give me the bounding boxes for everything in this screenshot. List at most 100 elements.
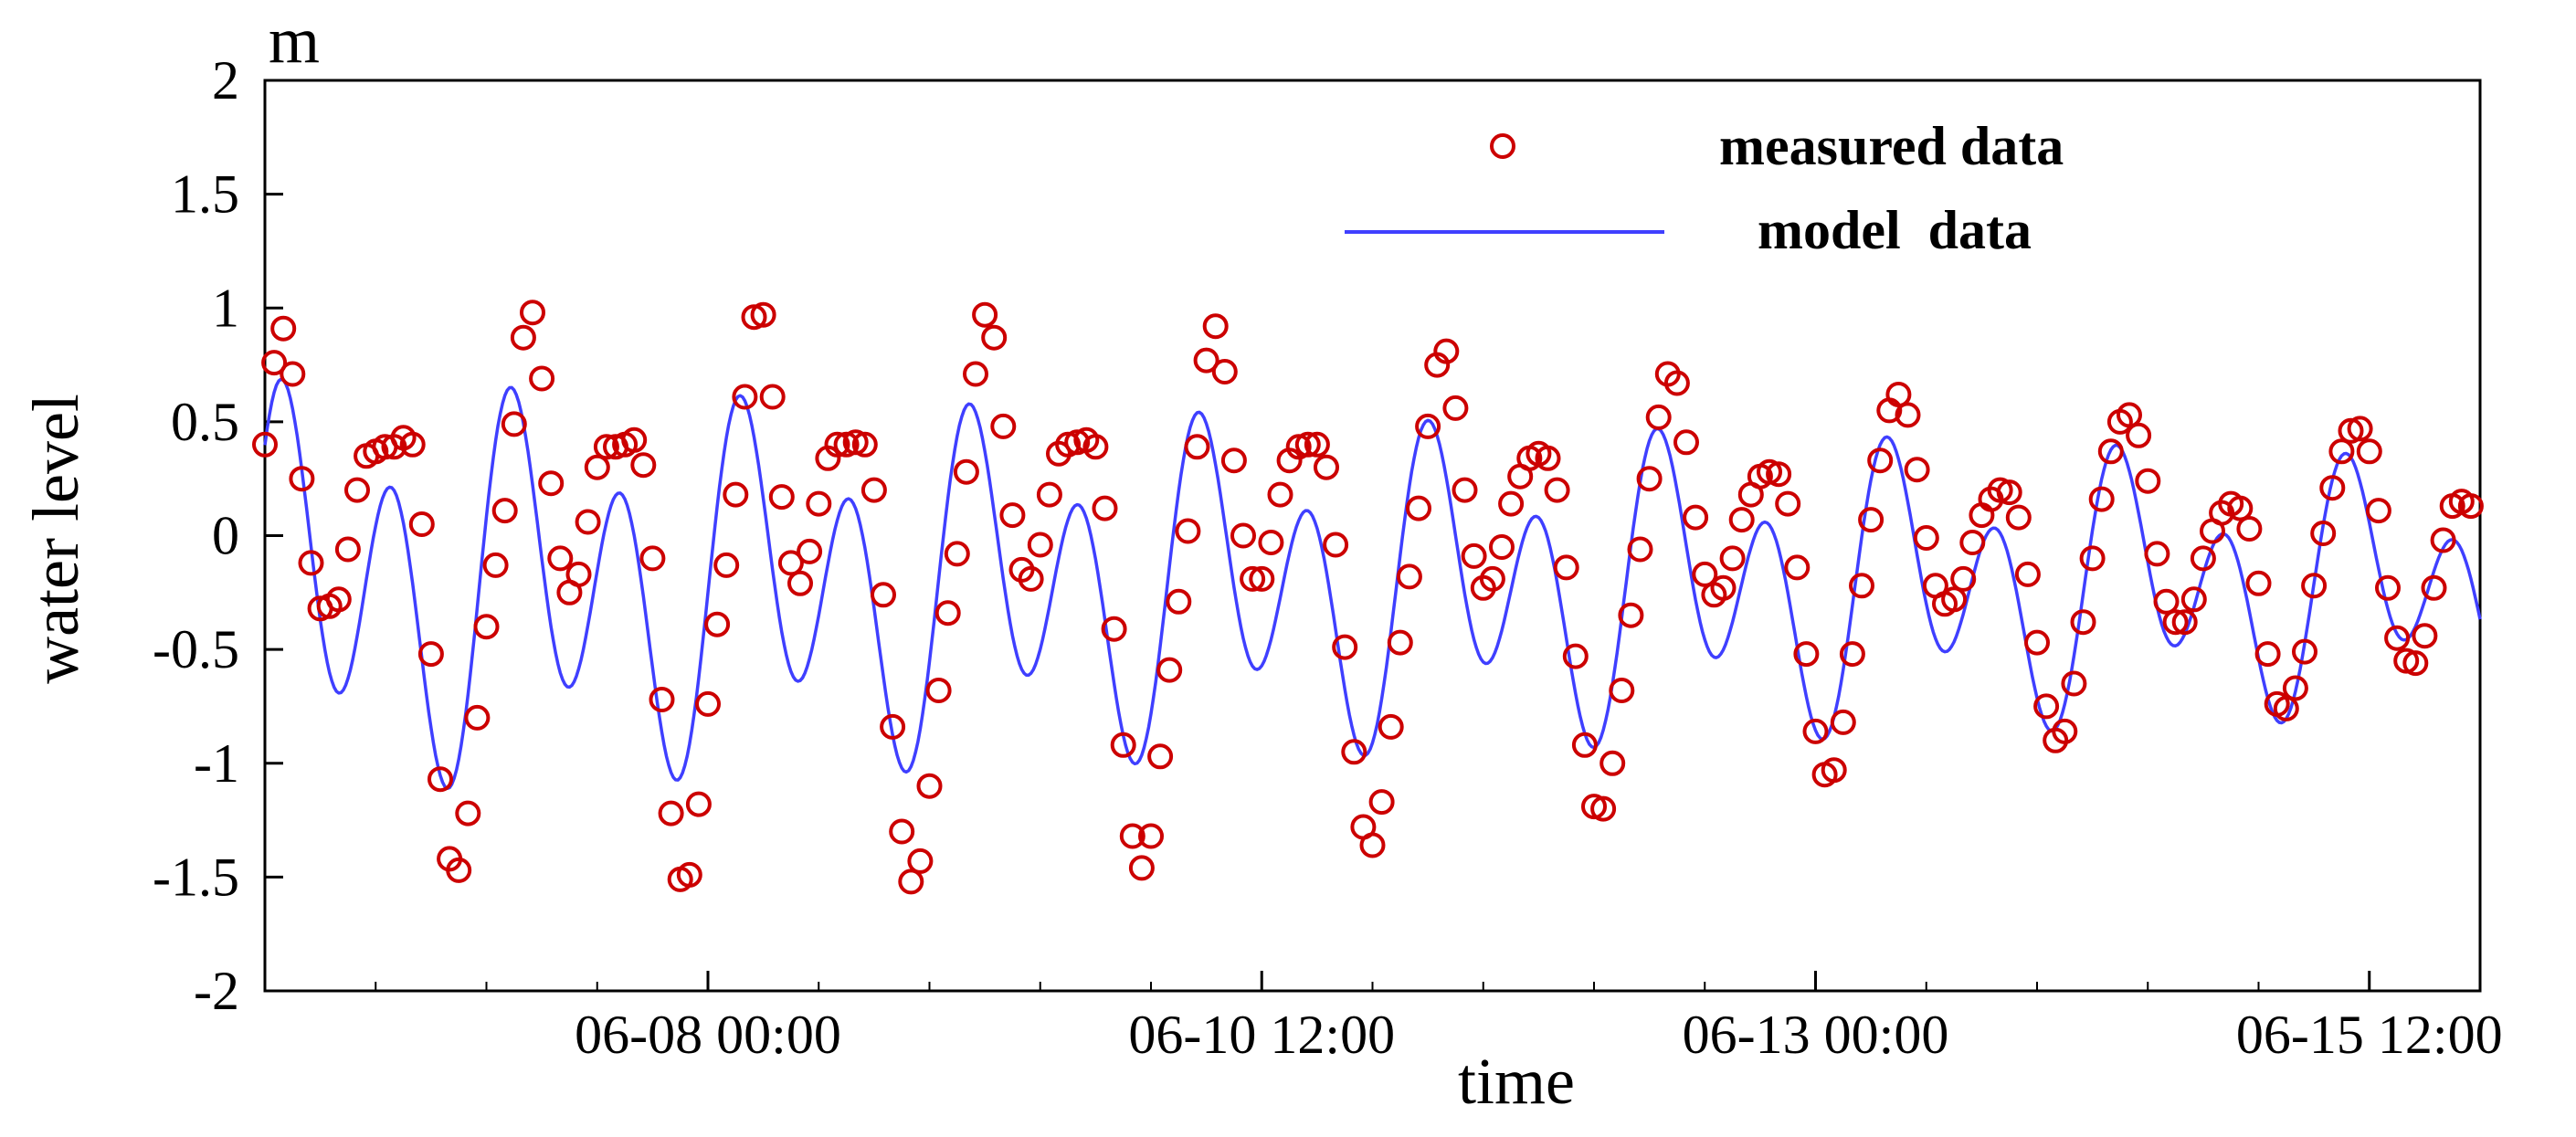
measured-point [1166, 588, 1192, 615]
measured-point [1858, 507, 1884, 533]
measured-point [1240, 565, 1266, 592]
measured-point [685, 791, 712, 817]
measured-point [334, 536, 361, 563]
measured-point [934, 600, 961, 626]
measured-point [2190, 545, 2216, 572]
x-tick-label: 06-10 12:00 [1128, 1005, 1395, 1065]
measured-point [2356, 438, 2382, 465]
measured-point [2273, 695, 2299, 721]
measured-point [2319, 475, 2346, 501]
measured-point [298, 550, 324, 576]
measured-point [2292, 638, 2317, 665]
measured-point [1959, 530, 1986, 555]
measured-point [1571, 732, 1598, 758]
measured-point [723, 481, 749, 508]
measured-point [593, 434, 619, 460]
measured-point [2384, 625, 2411, 651]
y-axis-title: water level [19, 394, 92, 684]
measured-point [280, 361, 306, 387]
measured-point [1784, 554, 1811, 581]
measured-point [1314, 454, 1339, 480]
measured-point [1258, 530, 1284, 555]
measured-point [2153, 588, 2180, 615]
measured-point [990, 413, 1017, 439]
measured-point [1609, 678, 1635, 703]
measured-point [2024, 629, 2050, 656]
measured-point [1692, 561, 1718, 587]
measured-point [953, 458, 979, 485]
y-tick-label: 2 [212, 50, 239, 111]
measured-point [1590, 795, 1617, 822]
measured-point [1941, 586, 1968, 613]
measured-point [2162, 609, 2189, 636]
measured-point [1332, 634, 1358, 660]
legend-marker-measured [1490, 133, 1515, 159]
measured-point [768, 484, 795, 511]
measured-point [1267, 481, 1293, 508]
measured-point [252, 431, 278, 458]
measured-point [2180, 586, 2207, 613]
measured-point [1147, 743, 1174, 770]
y-tick-label: -1 [194, 733, 239, 794]
measured-point [916, 773, 943, 799]
measured-point [925, 678, 952, 703]
measured-point [1553, 554, 1579, 581]
measured-point [1645, 404, 1672, 430]
measured-point [1663, 370, 1690, 396]
measured-point [621, 426, 648, 453]
measured-point [491, 498, 518, 524]
measured-point [1544, 477, 1570, 503]
measured-point [1683, 504, 1709, 531]
measured-point [1092, 495, 1118, 521]
measured-point [1175, 518, 1201, 544]
measured-point [1849, 573, 1874, 599]
measured-point [649, 687, 675, 712]
measured-point [455, 800, 481, 826]
measured-point [1359, 832, 1386, 858]
measured-point [2135, 468, 2161, 494]
measured-point [529, 365, 555, 392]
measured-point [2347, 416, 2373, 442]
measured-point [806, 490, 832, 517]
measured-point [1304, 431, 1330, 458]
measured-point [510, 324, 536, 351]
measured-point [1728, 507, 1755, 533]
measured-point [1793, 641, 1820, 668]
measured-point [851, 431, 878, 458]
measured-point [2005, 504, 2032, 531]
measured-point [1156, 657, 1183, 683]
measured-point [658, 800, 684, 826]
measured-point [676, 861, 702, 888]
measured-point [1433, 338, 1460, 364]
measured-point [538, 470, 565, 497]
measured-point [1461, 542, 1487, 569]
x-tick-label: 06-13 00:00 [1683, 1005, 1949, 1065]
measured-point [2430, 527, 2456, 553]
measured-point [2126, 422, 2152, 448]
measured-point [261, 350, 288, 376]
measured-point [464, 704, 491, 731]
measured-point [1627, 536, 1653, 563]
measured-point [630, 452, 657, 479]
y-tick-label: 1 [212, 278, 239, 338]
measured-point [2412, 623, 2438, 649]
measured-point [1138, 823, 1164, 849]
measured-point [2301, 573, 2328, 599]
measured-point [759, 384, 786, 410]
x-tick-label: 06-15 12:00 [2236, 1005, 2503, 1065]
measured-point [428, 766, 453, 793]
measured-point [473, 614, 500, 640]
measured-point [1230, 522, 1256, 549]
measured-point [1950, 565, 1977, 592]
measured-point [1036, 481, 1062, 508]
measured-point [750, 301, 776, 328]
y-tick-label: -0.5 [153, 619, 239, 679]
measured-point [2245, 570, 2272, 596]
measured-point [1885, 382, 1912, 407]
measured-point [2375, 574, 2401, 601]
measured-point [584, 454, 610, 480]
measured-point [1018, 565, 1044, 592]
measured-point [1452, 477, 1478, 503]
measured-point [963, 361, 988, 387]
measured-point [344, 477, 370, 503]
